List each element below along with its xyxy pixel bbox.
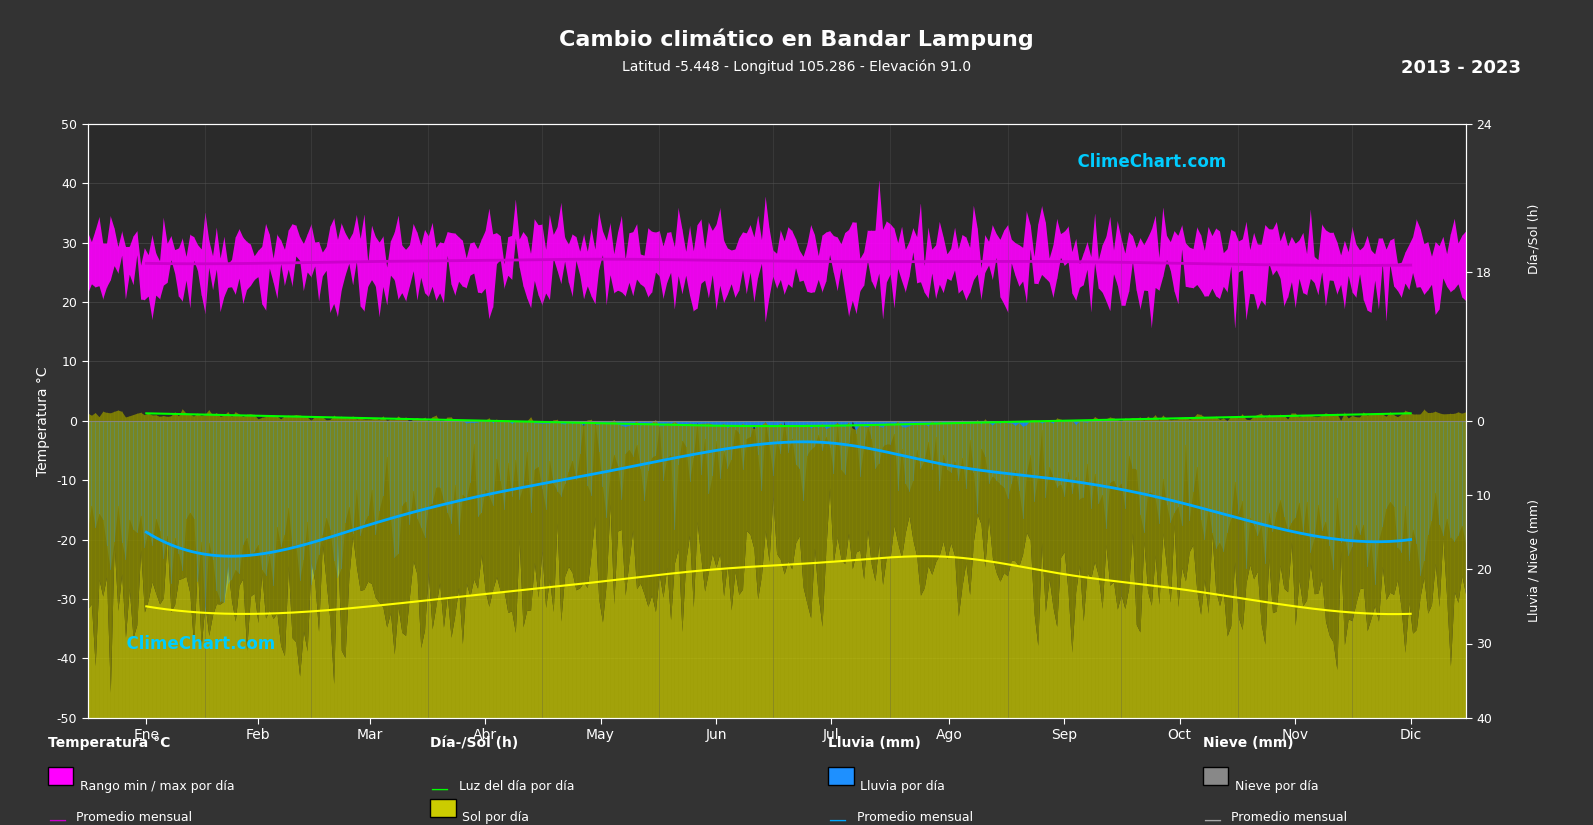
Text: Rango min / max por día: Rango min / max por día xyxy=(80,780,234,793)
Text: —: — xyxy=(828,811,846,825)
Text: —: — xyxy=(430,780,448,798)
Text: ClimeChart.com: ClimeChart.com xyxy=(1066,153,1227,172)
Text: Cambio climático en Bandar Lampung: Cambio climático en Bandar Lampung xyxy=(559,29,1034,50)
Text: Temperatura °C: Temperatura °C xyxy=(48,736,170,750)
Text: Latitud -5.448 - Longitud 105.286 - Elevación 91.0: Latitud -5.448 - Longitud 105.286 - Elev… xyxy=(621,59,972,74)
Text: Promedio mensual: Promedio mensual xyxy=(857,811,973,824)
Text: Sol por día: Sol por día xyxy=(462,811,529,824)
Text: —: — xyxy=(48,811,65,825)
Text: Luz del día por día: Luz del día por día xyxy=(459,780,575,793)
Text: Promedio mensual: Promedio mensual xyxy=(1231,811,1348,824)
Text: Lluvia / Nieve (mm): Lluvia / Nieve (mm) xyxy=(1528,499,1540,623)
Text: Promedio mensual: Promedio mensual xyxy=(76,811,193,824)
Text: Nieve por día: Nieve por día xyxy=(1235,780,1317,793)
Text: Nieve (mm): Nieve (mm) xyxy=(1203,736,1294,750)
Text: Lluvia (mm): Lluvia (mm) xyxy=(828,736,921,750)
Text: —: — xyxy=(1203,811,1220,825)
Text: 2013 - 2023: 2013 - 2023 xyxy=(1402,59,1521,78)
Text: Día-/Sol (h): Día-/Sol (h) xyxy=(430,736,518,750)
Text: ClimeChart.com: ClimeChart.com xyxy=(115,634,276,653)
Text: Día-/Sol (h): Día-/Sol (h) xyxy=(1528,204,1540,275)
Text: Lluvia por día: Lluvia por día xyxy=(860,780,945,793)
Y-axis label: Temperatura °C: Temperatura °C xyxy=(35,366,49,475)
